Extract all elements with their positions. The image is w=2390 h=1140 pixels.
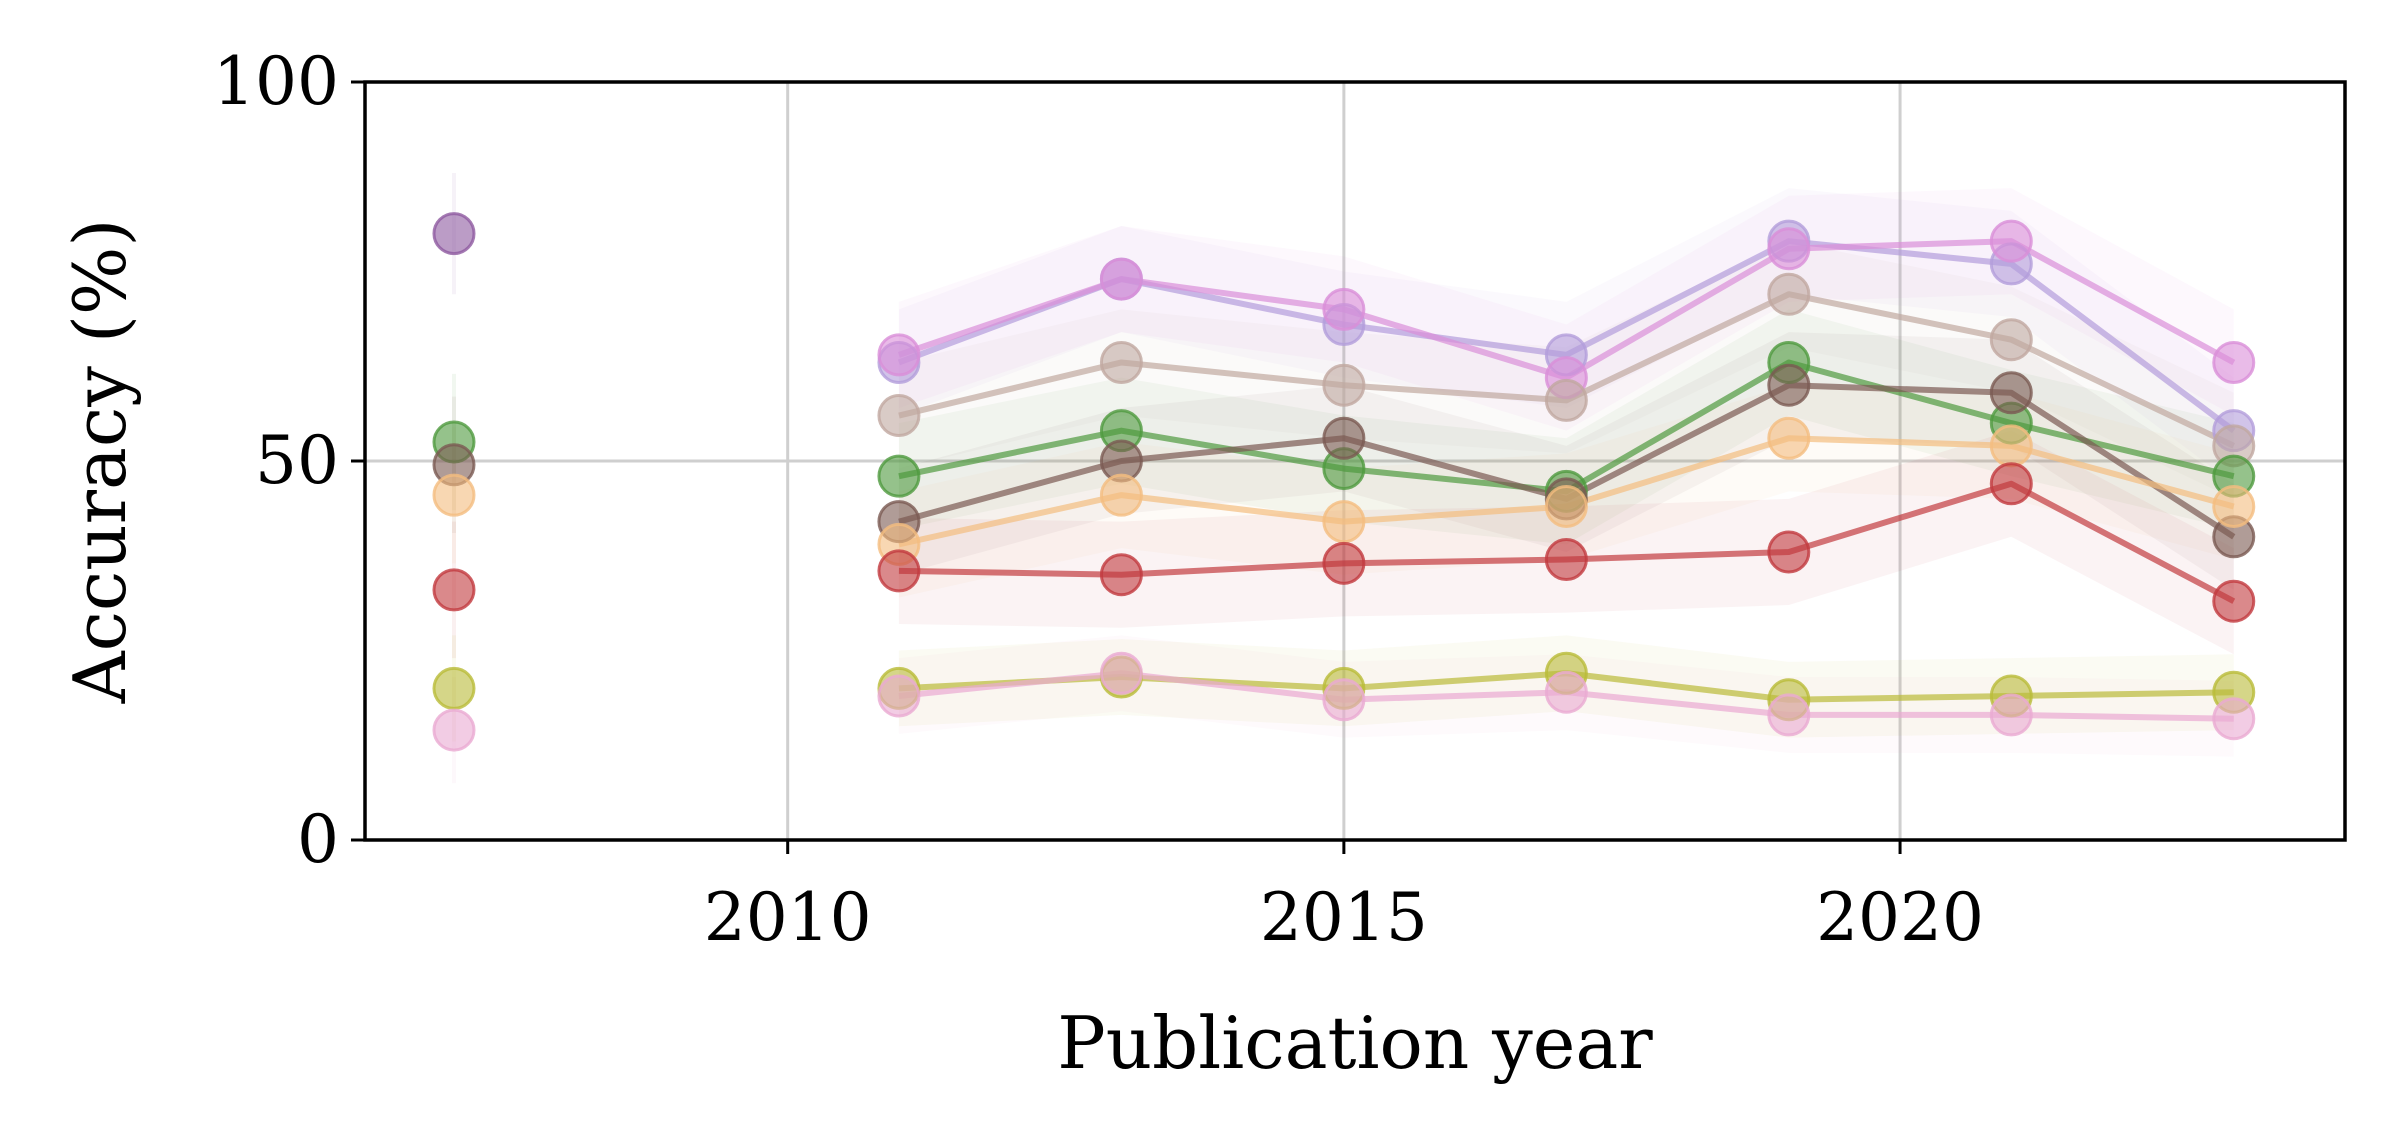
confidence-band (898, 309, 2234, 545)
data-point (1099, 553, 1143, 597)
data-point (1099, 651, 1143, 695)
data-point (1989, 693, 2033, 737)
data-point (1767, 416, 1811, 460)
data-point (1989, 424, 2033, 468)
data-point (1099, 257, 1143, 301)
data-point (1989, 462, 2033, 506)
reference-point (432, 708, 476, 752)
data-point (1989, 371, 2033, 415)
data-point (877, 674, 921, 718)
data-point (1544, 538, 1588, 582)
data-point (1322, 678, 1366, 722)
data-point (2212, 697, 2256, 741)
data-point (1544, 378, 1588, 422)
data-point (1767, 530, 1811, 574)
x-tick-label: 2010 (704, 879, 872, 956)
data-point (877, 394, 921, 438)
data-point (1989, 219, 2033, 263)
reference-point (432, 666, 476, 710)
axis-ticks: 2010 2015 2020 0 50 100 (213, 43, 1984, 956)
y-axis-title: Accuracy (%) (58, 219, 142, 705)
data-point (1322, 416, 1366, 460)
confidence-band (898, 188, 2234, 431)
reference-point (432, 473, 476, 517)
data-point (877, 454, 921, 498)
data-point (1989, 318, 2033, 362)
data-point (1767, 227, 1811, 271)
data-point (1322, 287, 1366, 331)
x-tick-label: 2020 (1816, 879, 1984, 956)
x-axis-title: Publication year (1057, 1001, 1653, 1085)
reference-point (432, 212, 476, 256)
y-tick-label: 100 (213, 43, 339, 120)
y-tick-label: 0 (297, 801, 339, 878)
data-point (1767, 272, 1811, 316)
data-point (1767, 363, 1811, 407)
x-tick-label: 2015 (1260, 879, 1428, 956)
data-point (2212, 340, 2256, 384)
data-point (1322, 500, 1366, 544)
data-point (1544, 670, 1588, 714)
data-point (1544, 484, 1588, 528)
data-point (877, 333, 921, 377)
reference-point (432, 568, 476, 612)
data-point (1767, 693, 1811, 737)
data-point (1099, 473, 1143, 517)
data-point (1322, 363, 1366, 407)
data-point (877, 549, 921, 593)
data-point (1099, 340, 1143, 384)
confidence-band (898, 332, 2234, 590)
data-point (2212, 579, 2256, 623)
y-tick-label: 50 (255, 422, 339, 499)
series-markers (432, 212, 2256, 752)
data-point (1322, 541, 1366, 585)
data-point (2212, 484, 2256, 528)
